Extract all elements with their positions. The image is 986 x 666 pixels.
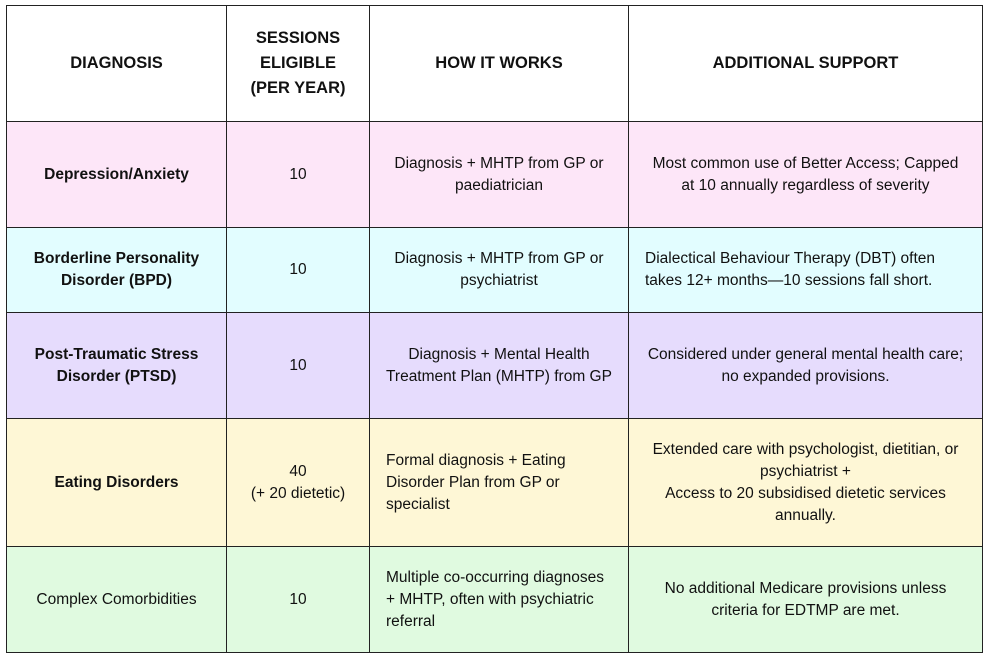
header-how-it-works: HOW IT WORKS [369, 5, 629, 122]
sessions-cell: 10 [226, 312, 370, 419]
additional-support-cell: Extended care with psychologist, dietiti… [628, 418, 983, 547]
table-row: Eating Disorders 40 (+ 20 dietetic) Form… [6, 418, 983, 547]
additional-support-cell: Most common use of Better Access; Capped… [628, 121, 983, 228]
table-row: Post-Traumatic Stress Disorder (PTSD) 10… [6, 312, 983, 419]
table-row: Depression/Anxiety 10 Diagnosis + MHTP f… [6, 121, 983, 228]
how-it-works-cell: Multiple co-occurring diagnoses + MHTP, … [369, 546, 629, 653]
diagnosis-cell: Post-Traumatic Stress Disorder (PTSD) [6, 312, 227, 419]
diagnosis-cell: Complex Comorbidities [6, 546, 227, 653]
diagnosis-cell: Depression/Anxiety [6, 121, 227, 228]
header-additional-support: ADDITIONAL SUPPORT [628, 5, 983, 122]
sessions-cell: 10 [226, 546, 370, 653]
additional-support-cell: Dialectical Behaviour Therapy (DBT) ofte… [628, 227, 983, 313]
header-diagnosis: DIAGNOSIS [6, 5, 227, 122]
how-it-works-cell: Diagnosis + Mental Health Treatment Plan… [369, 312, 629, 419]
how-it-works-cell: Formal diagnosis + Eating Disorder Plan … [369, 418, 629, 547]
table-row: Complex Comorbidities 10 Multiple co-occ… [6, 546, 983, 653]
diagnosis-cell: Eating Disorders [6, 418, 227, 547]
how-it-works-cell: Diagnosis + MHTP from GP or psychiatrist [369, 227, 629, 313]
additional-support-cell: No additional Medicare provisions unless… [628, 546, 983, 653]
sessions-cell: 40 (+ 20 dietetic) [226, 418, 370, 547]
sessions-cell: 10 [226, 227, 370, 313]
diagnosis-cell: Borderline Personality Disorder (BPD) [6, 227, 227, 313]
table-row: Borderline Personality Disorder (BPD) 10… [6, 227, 983, 313]
sessions-cell: 10 [226, 121, 370, 228]
header-sessions: SESSIONS ELIGIBLE (PER YEAR) [226, 5, 370, 122]
header-row: DIAGNOSIS SESSIONS ELIGIBLE (PER YEAR) H… [6, 5, 983, 122]
diagnosis-support-table: DIAGNOSIS SESSIONS ELIGIBLE (PER YEAR) H… [6, 5, 983, 653]
additional-support-cell: Considered under general mental health c… [628, 312, 983, 419]
how-it-works-cell: Diagnosis + MHTP from GP or paediatricia… [369, 121, 629, 228]
